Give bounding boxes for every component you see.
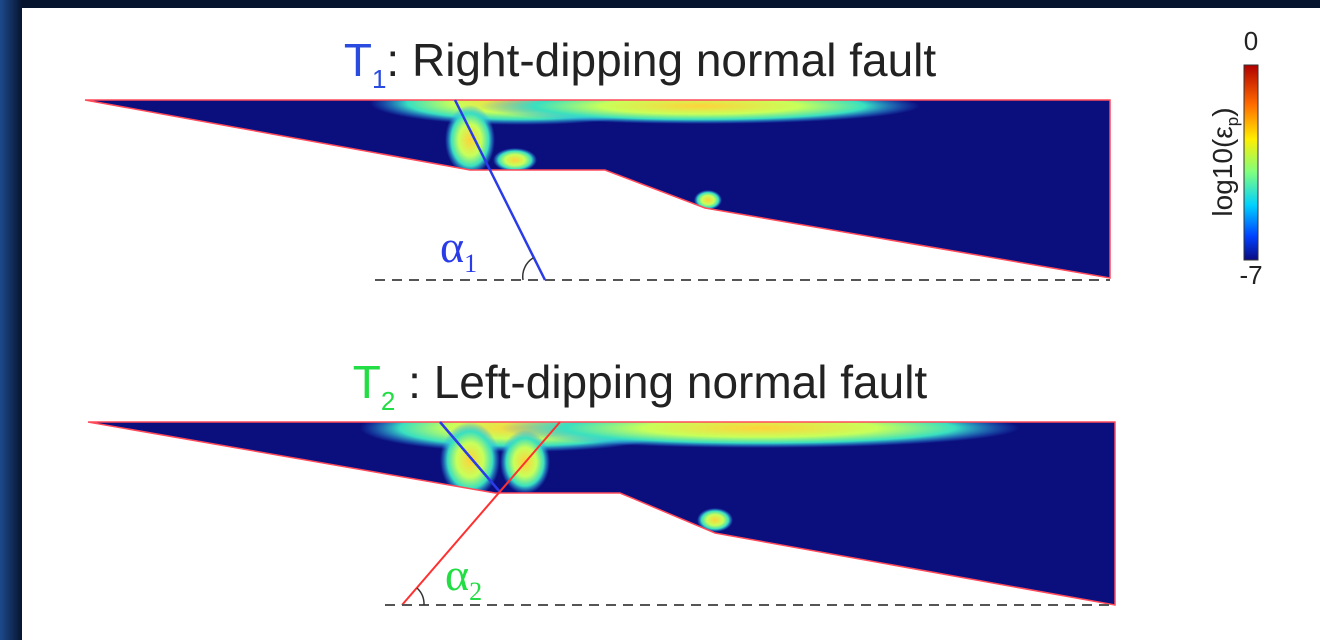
panel-title: T2 : Left-dipping normal fault [353,356,928,416]
panel-title: T1: Right-dipping normal fault [344,34,937,94]
title-text: : Left-dipping normal fault [395,356,927,408]
edge [0,0,22,640]
colorbar-max: 0 [1244,26,1258,56]
colorbar-label-subscript: p [1223,117,1242,126]
title-subscript: 1 [372,64,386,94]
colorbar-scale [1244,65,1258,260]
angle-subscript: 2 [469,577,482,606]
title-subscript: 2 [381,386,395,416]
figure: T1: Right-dipping normal fault α1 T2 : L… [0,0,1320,640]
colorbar-label-text: log10(ε [1207,126,1238,216]
title-symbol: T [353,356,381,408]
title-symbol: T [344,34,372,86]
colorbar-min: -7 [1239,260,1262,290]
title-text: : Right-dipping normal fault [386,34,936,86]
angle-symbol: α [445,549,469,600]
angle-symbol: α [440,221,464,272]
colorbar-label-close: ) [1207,107,1238,116]
angle-subscript: 1 [464,249,477,278]
